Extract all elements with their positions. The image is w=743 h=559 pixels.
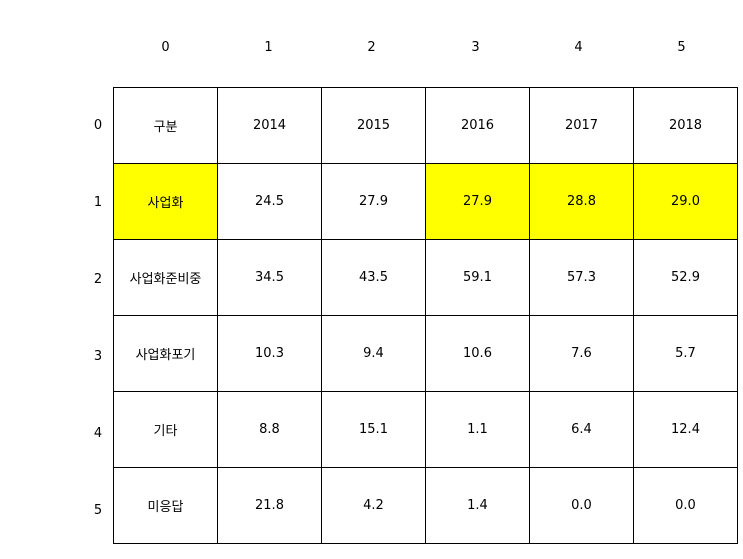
- table-row: 구분 2014 2015 2016 2017 2018: [113, 87, 738, 164]
- table-row: 사업화준비중 34.5 43.5 59.1 57.3 52.9: [113, 239, 738, 316]
- table-cell: 4.2: [321, 467, 426, 544]
- table-cell: 구분: [113, 87, 218, 164]
- table-row: 사업화 24.5 27.9 27.9 28.8 29.0: [113, 163, 738, 240]
- data-table: 구분 2014 2015 2016 2017 2018 사업화 24.5 27.9 27.9 28.…: [113, 87, 738, 544]
- table-cell: 2017: [529, 87, 634, 164]
- table-cell: 0.0: [529, 467, 634, 544]
- table-cell: 2014: [217, 87, 322, 164]
- table-cell: 8.8: [217, 391, 322, 468]
- column-header-5: 5: [677, 40, 686, 55]
- table-cell: 0.0: [633, 467, 738, 544]
- row-header-0: 0: [93, 118, 103, 133]
- table-cell: 34.5: [217, 239, 322, 316]
- table-cell: 기타: [113, 391, 218, 468]
- table-cell: 사업화: [113, 163, 218, 240]
- row-header-1: 1: [93, 195, 103, 210]
- table-cell: 21.8: [217, 467, 322, 544]
- table-cell: 24.5: [217, 163, 322, 240]
- table-cell: 12.4: [633, 391, 738, 468]
- table-cell: 7.6: [529, 315, 634, 392]
- column-header-2: 2: [367, 40, 376, 55]
- row-header-4: 4: [93, 426, 103, 441]
- table-row: 사업화포기 10.3 9.4 10.6 7.6 5.7: [113, 315, 738, 392]
- row-header-5: 5: [93, 503, 103, 518]
- table-cell: 27.9: [425, 163, 530, 240]
- table-cell: 1.1: [425, 391, 530, 468]
- table-cell: 2015: [321, 87, 426, 164]
- table-cell: 6.4: [529, 391, 634, 468]
- column-header-1: 1: [264, 40, 273, 55]
- column-header-4: 4: [574, 40, 583, 55]
- table-cell: 15.1: [321, 391, 426, 468]
- table-row: 미응답 21.8 4.2 1.4 0.0 0.0: [113, 467, 738, 544]
- table-cell: 2018: [633, 87, 738, 164]
- column-header-0: 0: [161, 40, 170, 55]
- table-cell: 43.5: [321, 239, 426, 316]
- row-header-3: 3: [93, 349, 103, 364]
- table-cell: 사업화포기: [113, 315, 218, 392]
- table-cell: 10.3: [217, 315, 322, 392]
- row-header-2: 2: [93, 272, 103, 287]
- table-cell: 9.4: [321, 315, 426, 392]
- table-cell: 5.7: [633, 315, 738, 392]
- table-cell: 57.3: [529, 239, 634, 316]
- table-cell: 28.8: [529, 163, 634, 240]
- table-row: 기타 8.8 15.1 1.1 6.4 12.4: [113, 391, 738, 468]
- table-cell: 59.1: [425, 239, 530, 316]
- table-cell: 미응답: [113, 467, 218, 544]
- table-cell: 사업화준비중: [113, 239, 218, 316]
- table-cell: 10.6: [425, 315, 530, 392]
- column-header-3: 3: [471, 40, 480, 55]
- table-cell: 27.9: [321, 163, 426, 240]
- table-cell: 2016: [425, 87, 530, 164]
- table-cell: 1.4: [425, 467, 530, 544]
- table-cell: 52.9: [633, 239, 738, 316]
- table-cell: 29.0: [633, 163, 738, 240]
